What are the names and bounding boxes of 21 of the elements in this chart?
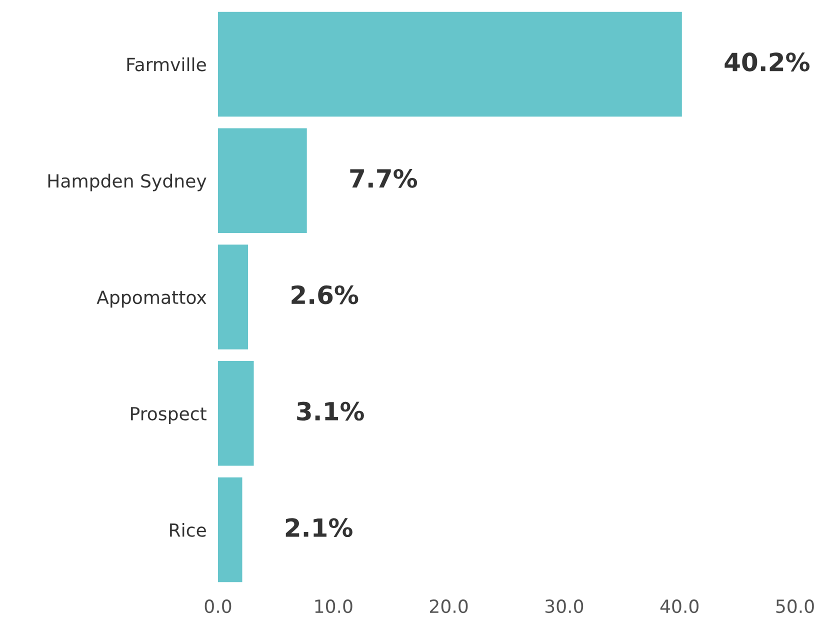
y-tick-label: Rice bbox=[170, 522, 206, 537]
data-label: 3.1% bbox=[297, 402, 364, 421]
y-tick-label: Hampden Sydney bbox=[48, 174, 206, 192]
x-tick-label: 0.0 bbox=[204, 599, 232, 614]
y-tick-label: Farmville bbox=[127, 57, 206, 72]
data-label: 2.1% bbox=[286, 518, 352, 538]
x-tick-label: 30.0 bbox=[545, 599, 584, 614]
bar bbox=[218, 128, 307, 233]
x-tick-label: 10.0 bbox=[315, 599, 352, 614]
bar bbox=[218, 477, 242, 582]
x-tick-label: 40.0 bbox=[660, 599, 698, 614]
data-label: 7.7% bbox=[350, 168, 418, 188]
x-tick-label: 50.0 bbox=[776, 599, 814, 614]
bar bbox=[218, 361, 254, 466]
bar bbox=[218, 244, 248, 350]
y-tick-label: Prospect bbox=[131, 407, 206, 424]
y-tick-label: Appomattox bbox=[96, 290, 206, 308]
data-label: 40.2% bbox=[724, 52, 810, 72]
bar bbox=[218, 12, 682, 117]
x-tick-label: 20.0 bbox=[430, 599, 468, 614]
data-label: 2.6% bbox=[292, 285, 358, 304]
